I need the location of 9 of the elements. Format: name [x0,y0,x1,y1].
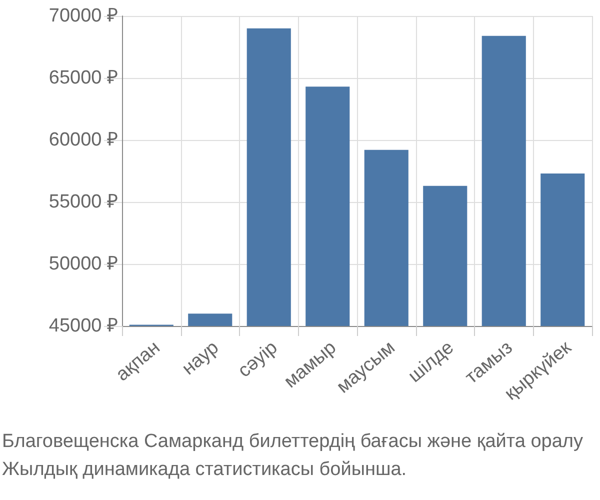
y-tick-label: 70000 ₽ [48,6,118,26]
text: Жылдық динамикада статистикасы бойынша. [2,459,407,480]
y-tick-label: 65000 ₽ [48,68,118,88]
y-tick-label: 60000 ₽ [48,130,118,150]
y-tick-label: 55000 ₽ [48,192,118,212]
text: Благовещенска Самарканд билеттердің бағасы және қайта оралу [2,431,584,452]
y-tick-label: 45000 ₽ [48,316,118,336]
x-tick-label: наур [178,337,223,380]
y-tick-label: 50000 ₽ [48,254,118,274]
